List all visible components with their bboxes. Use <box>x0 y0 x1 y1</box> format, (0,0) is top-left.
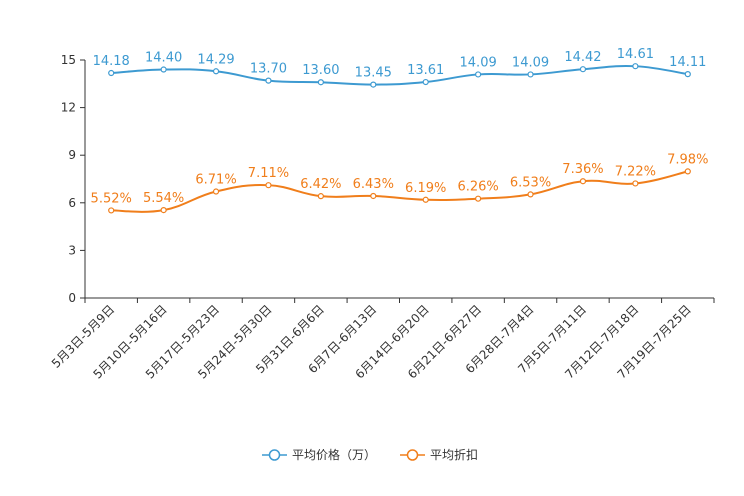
data-point[interactable] <box>684 71 691 78</box>
data-labels: 14.18 14.40 14.29 13.70 13.60 13.45 13.61 14.09… <box>91 47 709 206</box>
data-point[interactable] <box>579 178 587 185</box>
data-point[interactable] <box>475 195 482 202</box>
data-label: 5.52% <box>91 191 132 206</box>
data-label: 14.09 <box>512 55 549 70</box>
data-label: 7.11% <box>248 166 289 181</box>
legend-item-2[interactable]: 平均折扣 <box>400 447 478 462</box>
legend-marker-icon <box>268 449 281 461</box>
data-point[interactable] <box>684 168 691 175</box>
data-label: 13.61 <box>407 63 444 78</box>
data-label: 13.60 <box>302 63 339 78</box>
data-point[interactable] <box>475 71 482 78</box>
y-tick-label: 3 <box>68 243 76 257</box>
data-point[interactable] <box>527 191 534 198</box>
y-tick-label: 12 <box>61 101 76 115</box>
data-label: 6.71% <box>195 173 236 188</box>
data-point[interactable] <box>265 77 272 84</box>
data-label: 7.98% <box>667 152 708 167</box>
series-line-1 <box>111 64 688 86</box>
series-line-2 <box>111 170 689 213</box>
data-label: 7.36% <box>562 162 603 177</box>
legend-label: 平均价格（万） <box>292 447 376 462</box>
data-label: 5.54% <box>143 191 184 206</box>
legend-label: 平均折扣 <box>430 447 478 462</box>
data-point[interactable] <box>265 182 272 189</box>
data-point[interactable] <box>108 69 115 77</box>
data-label: 6.43% <box>353 177 394 192</box>
data-label: 6.53% <box>510 175 551 190</box>
data-point[interactable] <box>370 81 377 88</box>
data-label: 14.18 <box>93 54 130 69</box>
data-point[interactable] <box>527 71 534 78</box>
data-point[interactable] <box>160 66 167 73</box>
data-label: 6.19% <box>405 181 446 196</box>
data-label: 14.29 <box>197 52 234 67</box>
data-point[interactable] <box>370 192 377 200</box>
data-point[interactable] <box>579 66 587 73</box>
data-point[interactable] <box>317 193 324 200</box>
data-point[interactable] <box>212 188 220 195</box>
data-point[interactable] <box>422 196 429 203</box>
data-label: 14.61 <box>617 47 654 62</box>
data-point[interactable] <box>212 68 220 75</box>
data-point[interactable] <box>422 78 429 86</box>
data-point[interactable] <box>160 206 167 214</box>
legend[interactable]: 平均价格（万） 平均折扣 <box>262 447 478 462</box>
data-label: 14.40 <box>145 51 182 66</box>
data-label: 13.70 <box>250 62 287 77</box>
data-point[interactable] <box>317 79 324 86</box>
data-point[interactable] <box>632 63 639 70</box>
data-label: 6.42% <box>300 177 341 192</box>
series-layer <box>108 63 691 214</box>
data-label: 7.22% <box>615 164 656 179</box>
y-tick-label: 6 <box>68 196 76 210</box>
legend-item-1[interactable]: 平均价格（万） <box>262 447 376 462</box>
axes: 036912155月3日-5月9日5月10日-5月16日5月17日-5月23日5… <box>49 53 715 382</box>
data-label: 14.11 <box>669 55 706 70</box>
legend-marker-icon <box>406 449 419 461</box>
data-label: 6.26% <box>457 180 498 195</box>
data-point[interactable] <box>632 180 639 187</box>
y-tick-label: 9 <box>68 148 76 162</box>
data-label: 14.42 <box>564 50 601 65</box>
data-label: 14.09 <box>460 55 497 70</box>
data-label: 13.45 <box>355 66 392 81</box>
data-point[interactable] <box>108 207 115 214</box>
y-tick-label: 0 <box>68 291 76 305</box>
y-tick-label: 15 <box>61 53 76 67</box>
